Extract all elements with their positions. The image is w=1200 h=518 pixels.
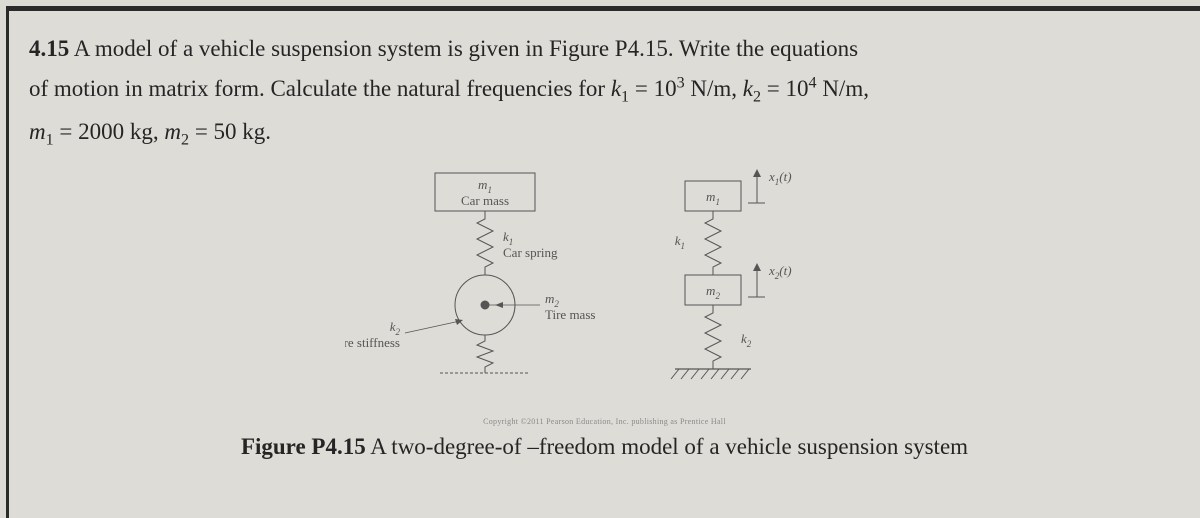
tire-stiff-label: Tire stiffness [345, 335, 400, 350]
suspension-svg: m1 Car mass k1 Car spring m2 Tire mas [345, 163, 865, 413]
x2-arrowhead [753, 263, 761, 271]
car-mass-label: Car mass [460, 193, 508, 208]
tire-spring-desc [477, 335, 493, 373]
k2-sym: k2 [741, 331, 752, 349]
x1-arrowhead [753, 169, 761, 177]
figure-diagram: m1 Car mass k1 Car spring m2 Tire mas [29, 163, 1180, 413]
problem-statement: 4.15 A model of a vehicle suspension sys… [29, 29, 1180, 155]
ground-hatch [671, 369, 749, 379]
tire-mass-label: Tire mass [545, 307, 595, 322]
problem-number: 4.15 [29, 36, 69, 61]
car-spring-label: Car spring [503, 245, 558, 260]
x2-label: x2(t) [768, 263, 792, 281]
figure-credit: Copyright ©2011 Pearson Education, Inc. … [29, 417, 1180, 426]
x1-label: x1(t) [768, 169, 792, 187]
k2-spring [705, 305, 721, 369]
car-spring [477, 211, 493, 275]
m1-sym: m1 [706, 189, 720, 207]
m2-sym: m2 [706, 283, 720, 301]
tire-stiff-leader [405, 321, 460, 333]
tire-mass-arrow [495, 302, 503, 308]
k1-sym: k1 [674, 233, 684, 251]
tire-hub [481, 301, 489, 309]
k1-spring [705, 211, 721, 275]
figure-caption: Figure P4.15 A two-degree-of –freedom mo… [29, 434, 1180, 460]
